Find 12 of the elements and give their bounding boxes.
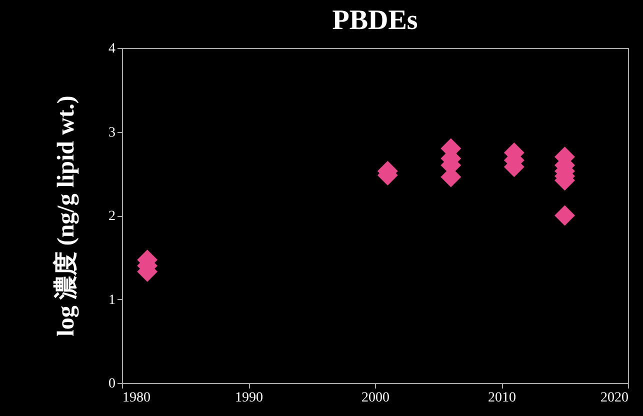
y-axis-title: log 濃度 (ng/g lipid wt.)	[52, 96, 80, 336]
chart-title: PBDEs	[332, 5, 418, 36]
x-tick-label: 1990	[235, 390, 263, 406]
y-tick-label: 3	[108, 125, 116, 140]
y-tick-label: 1	[108, 292, 116, 308]
y-tick-label: 0	[108, 376, 116, 392]
x-tick-label: 2000	[362, 390, 390, 406]
x-tick-label: 2020	[600, 390, 628, 406]
x-tick-label: 1980	[122, 390, 150, 406]
y-tick-label: 4	[108, 42, 116, 56]
y-tick-label: 2	[108, 209, 116, 224]
x-tick-label: 2010	[488, 390, 516, 406]
